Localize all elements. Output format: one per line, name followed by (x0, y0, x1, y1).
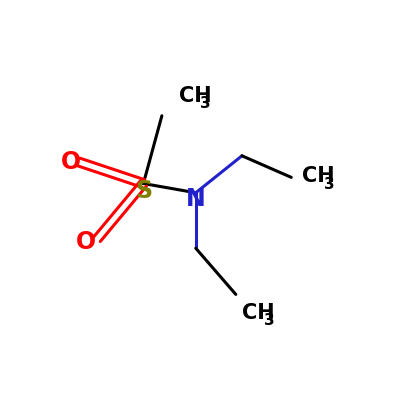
Text: S: S (135, 179, 152, 203)
Text: 3: 3 (324, 177, 334, 192)
Text: 3: 3 (200, 96, 211, 111)
Text: CH: CH (302, 166, 335, 186)
Text: O: O (61, 150, 81, 174)
Text: O: O (76, 230, 96, 254)
Text: 3: 3 (264, 313, 274, 328)
Text: N: N (186, 187, 206, 211)
Text: CH: CH (179, 86, 212, 106)
Text: CH: CH (242, 303, 274, 323)
